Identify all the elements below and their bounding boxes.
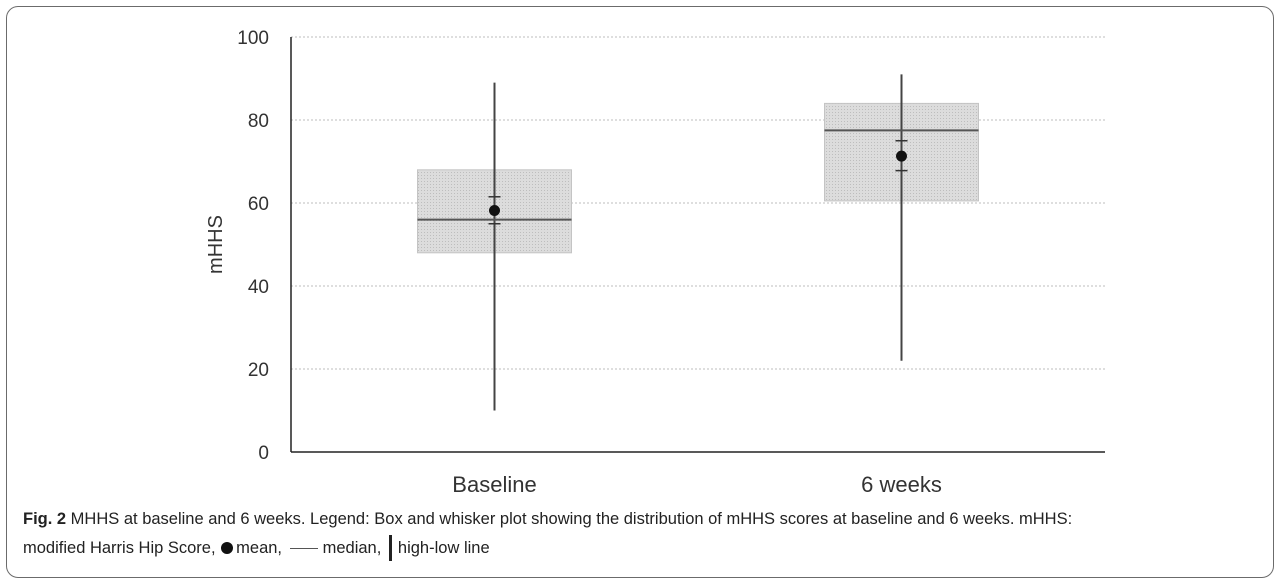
y-tick-label: 0	[258, 443, 269, 464]
caption-text-1: MHHS at baseline and 6 weeks. Legend: Bo…	[66, 510, 1073, 528]
y-tick-label: 80	[248, 111, 269, 132]
mean-legend-icon	[221, 542, 234, 554]
y-tick-label: 20	[248, 360, 269, 381]
box-group	[824, 74, 979, 361]
legend-highlow-label: high-low line	[397, 539, 490, 557]
figure-frame: 0 20 40 60 80 100 Baseline 6 weeks mHHS Fig. 2…	[6, 6, 1274, 578]
y-tick-label: 60	[248, 194, 269, 215]
mean-marker	[896, 150, 907, 162]
grid-lines	[291, 36, 1105, 370]
figure-caption: Fig. 2 MHHS at baseline and 6 weeks. Leg…	[23, 505, 1271, 563]
y-tick-label: 100	[237, 28, 269, 49]
y-tick-label: 40	[248, 277, 269, 298]
legend-median-label: median,	[322, 539, 386, 557]
y-axis-label: mHHS	[205, 215, 227, 274]
mean-marker	[489, 204, 500, 216]
high-low-legend-icon	[388, 535, 392, 561]
y-tick-labels: 0 20 40 60 80 100	[237, 28, 269, 464]
caption-text-2: modified Harris Hip Score,	[23, 539, 221, 557]
box-group	[417, 82, 572, 411]
x-tick-labels: Baseline 6 weeks	[452, 472, 942, 497]
x-tick-label: 6 weeks	[861, 472, 942, 497]
box-plot-chart: 0 20 40 60 80 100 Baseline 6 weeks mHHS	[205, 28, 1105, 497]
figure-label: Fig. 2	[23, 510, 67, 528]
boxes	[417, 74, 979, 411]
x-tick-label: Baseline	[452, 472, 536, 497]
legend-mean-label: mean,	[236, 539, 287, 557]
median-legend-icon	[289, 548, 318, 550]
axes	[290, 37, 1105, 453]
